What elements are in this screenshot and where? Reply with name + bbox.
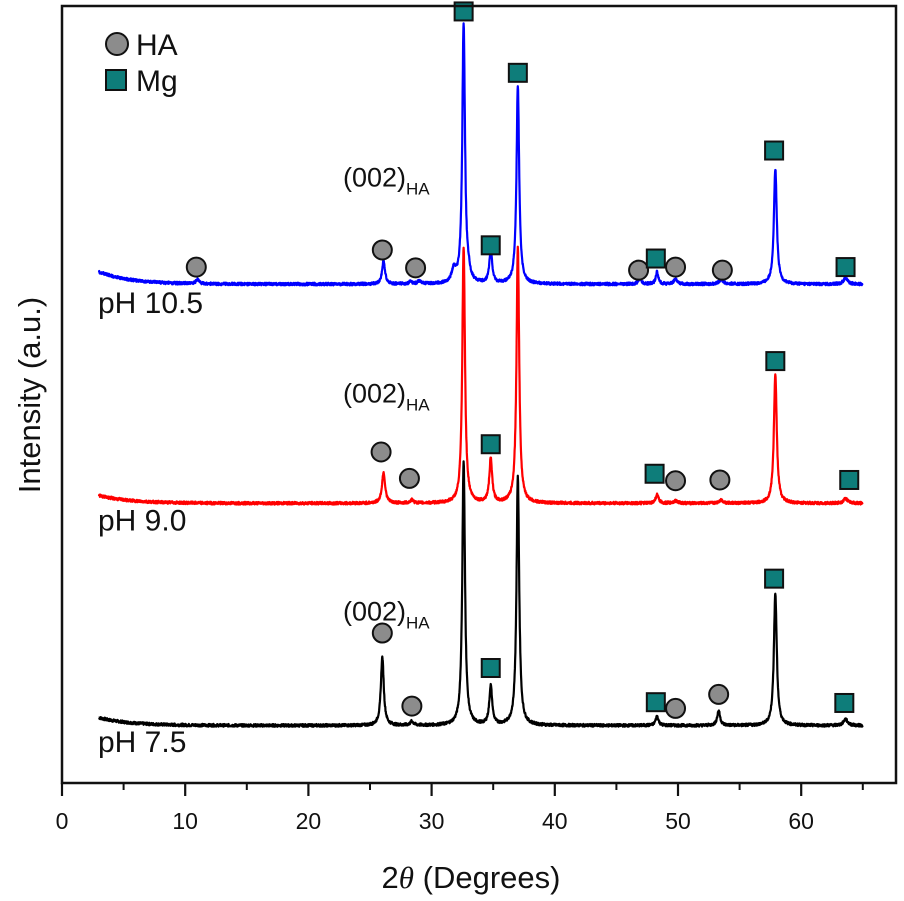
mg-peak-marker [644, 463, 665, 484]
x-tick-label: 50 [665, 808, 691, 834]
x-axis-title-suffix: (Degrees) [414, 860, 560, 895]
legend-ha-marker [105, 32, 129, 56]
ha-peak-marker [398, 467, 420, 489]
ha-peak-marker [371, 239, 393, 261]
x-tick-label: 10 [172, 808, 198, 834]
annotation-002-ha: (002)HA [343, 162, 430, 198]
ha-peak-marker [401, 695, 423, 717]
series-layer [97, 22, 864, 728]
x-tick-label: 0 [56, 808, 69, 834]
y-axis-title: Intensity (a.u.) [12, 297, 47, 493]
annotation-002-ha: (002)HA [343, 597, 430, 633]
legend-mg-marker [105, 69, 127, 91]
legend-mg-label: Mg [136, 65, 178, 98]
plot-frame [60, 4, 898, 785]
series-label: pH 7.5 [98, 726, 186, 759]
mg-peak-marker [834, 692, 855, 713]
mg-peak-marker [507, 62, 528, 83]
mg-peak-marker [645, 248, 666, 269]
ha-peak-marker [370, 441, 392, 463]
ha-peak-marker [405, 257, 427, 279]
mg-peak-marker [835, 257, 856, 278]
ha-peak-marker [665, 256, 687, 278]
x-tick-label: 60 [788, 808, 814, 834]
mg-peak-marker [480, 235, 501, 256]
x-tick-label: 40 [542, 808, 568, 834]
series-label: pH 10.5 [98, 287, 203, 320]
annotation-main: (002) [343, 597, 406, 627]
annotation-sub: HA [406, 614, 430, 633]
x-tick-label: 20 [296, 808, 322, 834]
ha-peak-marker [185, 256, 207, 278]
ha-peak-marker [665, 697, 687, 719]
legend-ha-label: HA [136, 29, 178, 62]
ha-peak-marker [665, 470, 687, 492]
annotation-main: (002) [343, 162, 406, 192]
mg-peak-marker [765, 351, 786, 372]
legend: HA Mg [105, 29, 178, 98]
series-line-ph-7-5 [98, 460, 864, 728]
mg-peak-marker [764, 140, 785, 161]
mg-peak-marker [480, 434, 501, 455]
x-axis-title: 2θ (Degrees) [382, 860, 561, 895]
ha-peak-marker [711, 259, 733, 281]
mg-peak-marker [839, 469, 860, 490]
annotation-main: (002) [343, 378, 406, 408]
series-line-ph-10-5 [97, 22, 864, 287]
mg-peak-marker [480, 658, 501, 679]
ha-peak-marker [371, 622, 393, 644]
annotation-sub: HA [406, 395, 430, 414]
series-label: pH 9.0 [98, 504, 186, 537]
ha-peak-marker [708, 683, 730, 705]
series-line-ph-9-0 [97, 245, 864, 506]
mg-peak-marker [764, 568, 785, 589]
annotation-sub: HA [406, 179, 430, 198]
x-axis: 0 10 20 30 40 50 60 [56, 783, 864, 834]
ha-peak-marker [628, 259, 650, 281]
x-tick-label: 30 [419, 808, 445, 834]
marker-layer [185, 1, 860, 719]
annotation-002-ha: (002)HA [343, 378, 430, 414]
x-axis-title-symbol: θ [399, 860, 414, 895]
x-axis-title-prefix: 2 [382, 860, 399, 895]
mg-peak-marker [645, 692, 666, 713]
ha-peak-marker [709, 469, 731, 491]
